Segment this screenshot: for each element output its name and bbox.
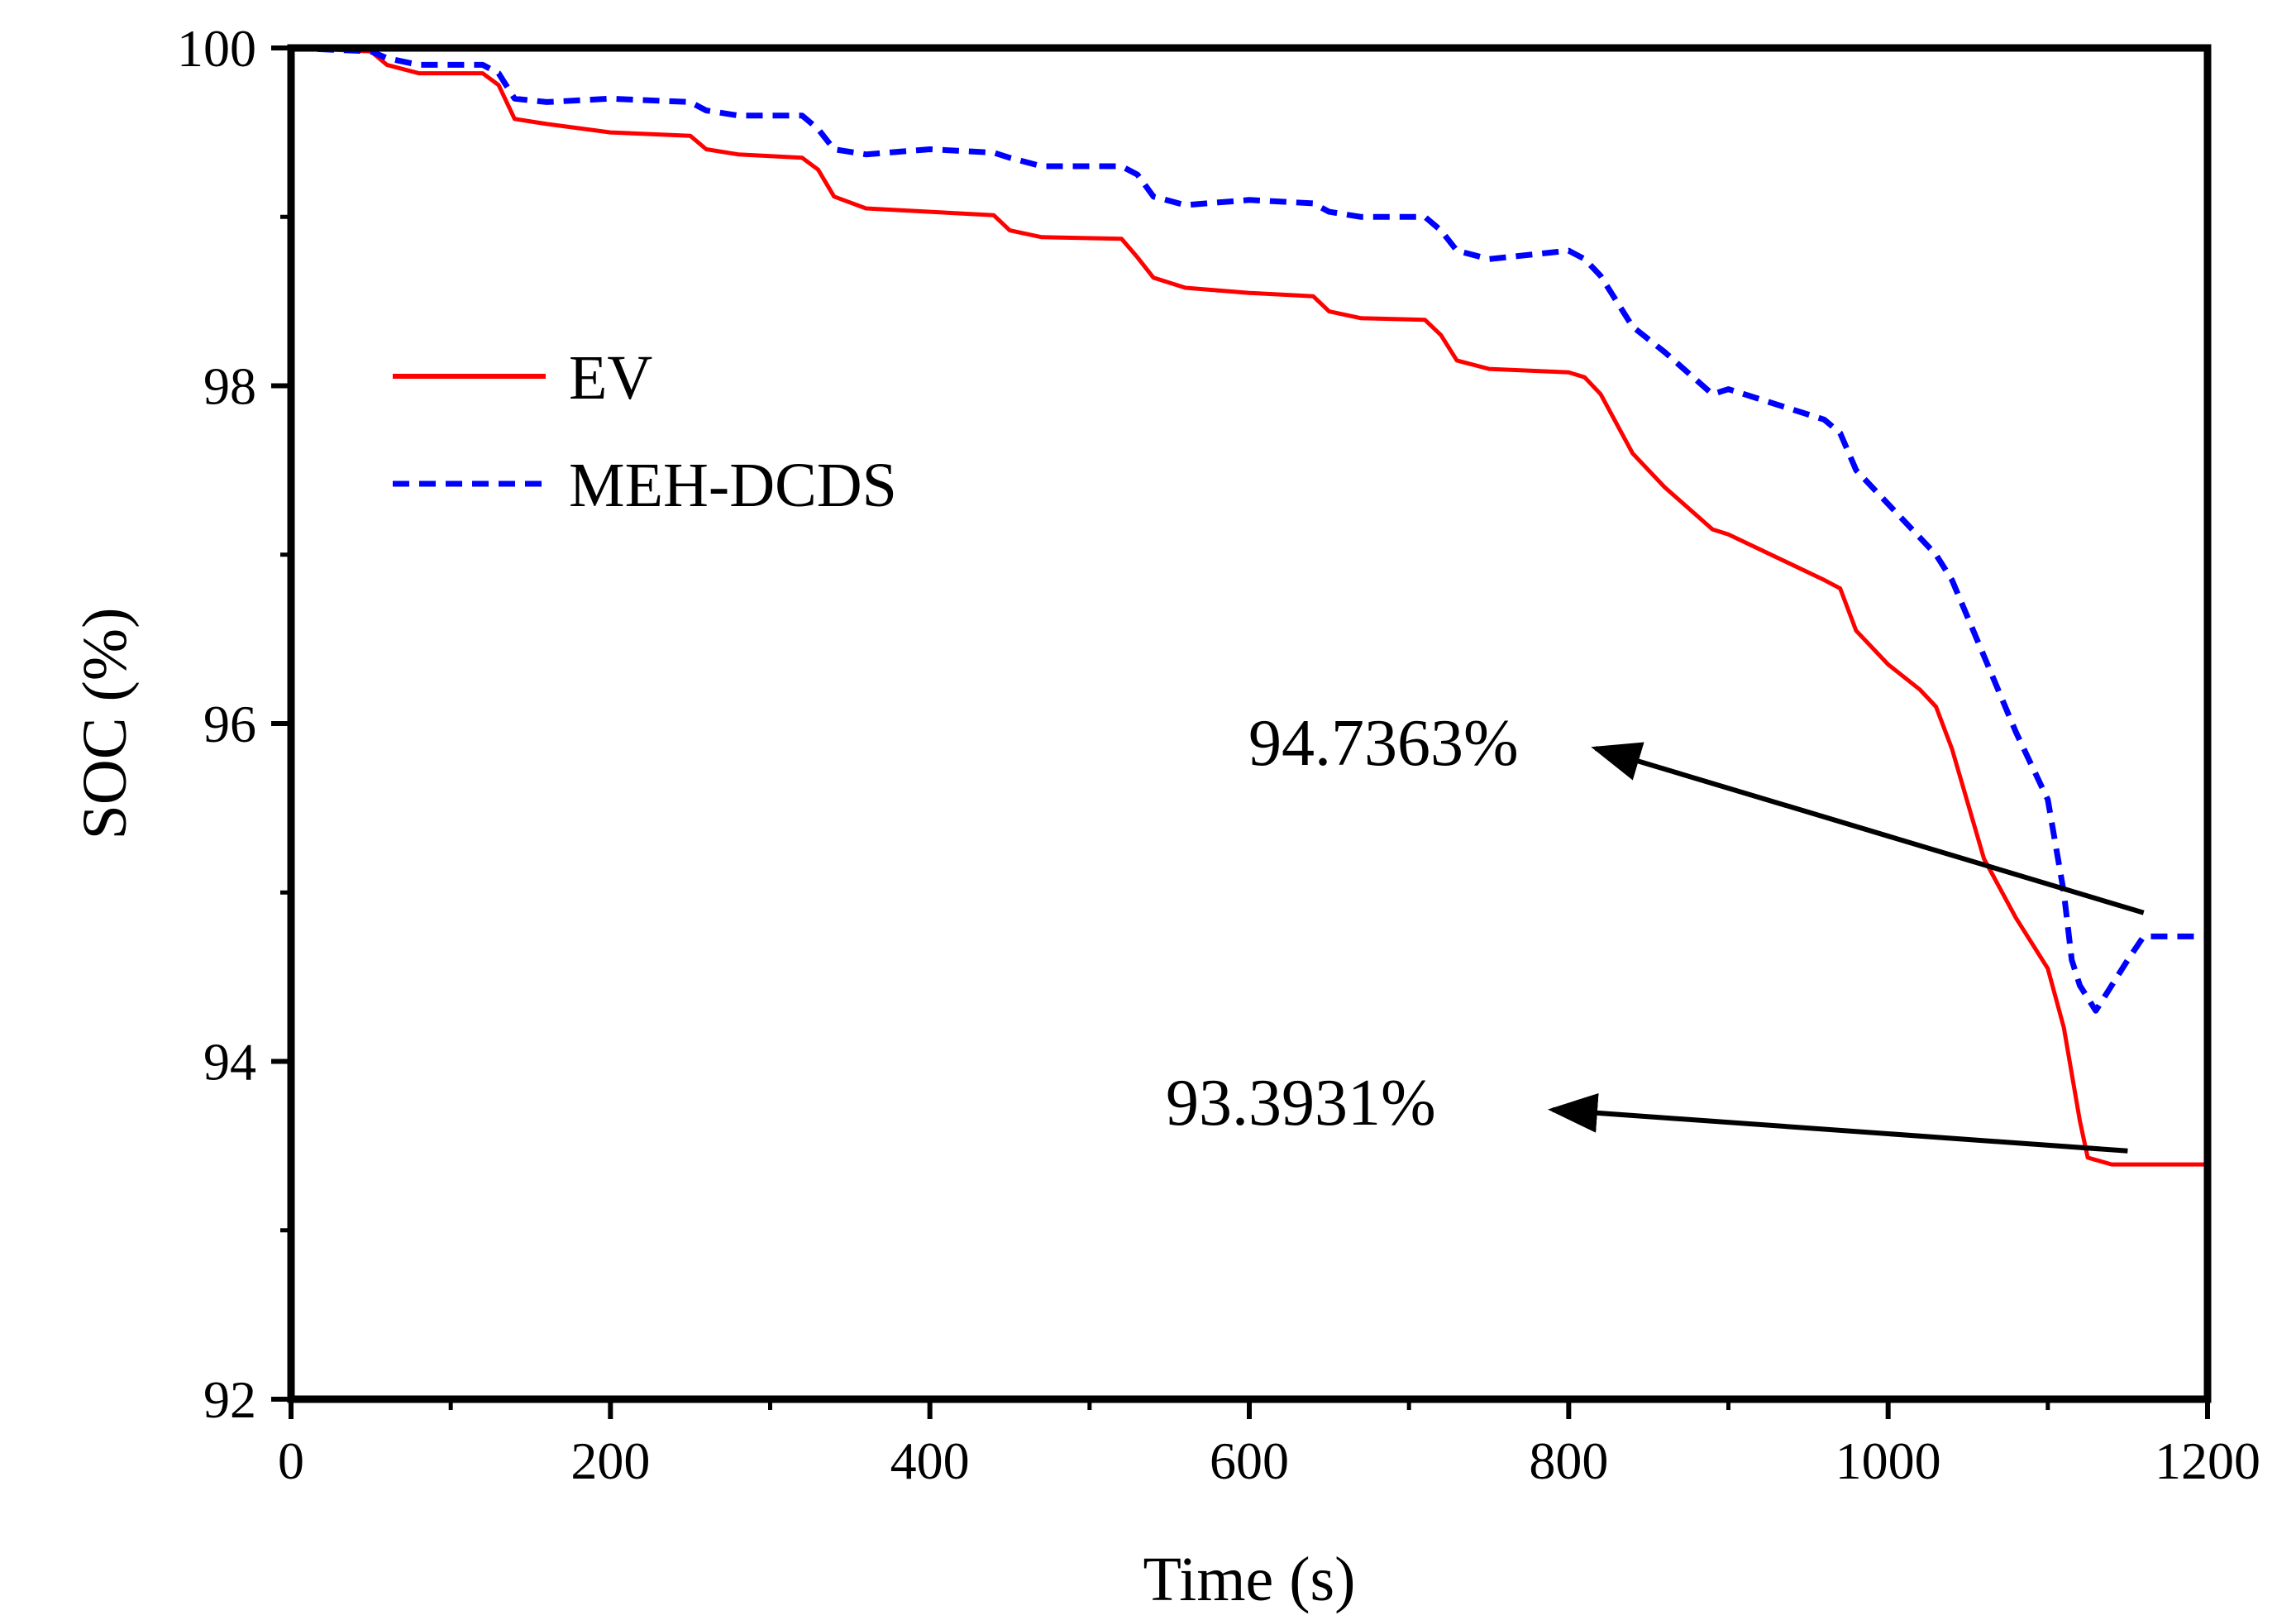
y-tick-label: 100 bbox=[177, 19, 256, 78]
annotation-arrow-ev bbox=[1548, 1092, 2128, 1154]
annotation-label-ev: 93.3931% bbox=[1166, 1067, 1436, 1140]
y-tick-labels: 92 94 96 98 100 bbox=[177, 19, 256, 1429]
annotation-label-meh-dcds: 94.7363% bbox=[1248, 707, 1519, 780]
y-tick-label: 98 bbox=[203, 357, 256, 416]
x-tick-label: 800 bbox=[1529, 1431, 1608, 1490]
x-tick-label: 600 bbox=[1210, 1431, 1289, 1490]
legend-label-ev: EV bbox=[569, 343, 652, 413]
y-tick-label: 94 bbox=[203, 1033, 256, 1092]
annotation-layer: 94.7363% 93.3931% bbox=[1166, 707, 2145, 1154]
x-tick-label: 1000 bbox=[1835, 1431, 1941, 1490]
y-tick-label: 96 bbox=[203, 695, 256, 753]
legend-label-meh-dcds: MEH-DCDS bbox=[569, 451, 897, 520]
x-tick-label: 200 bbox=[570, 1431, 650, 1490]
x-tick-label: 400 bbox=[890, 1431, 970, 1490]
tick-layer bbox=[271, 45, 2210, 1419]
x-tick-label: 1200 bbox=[2155, 1431, 2260, 1490]
series-line-meh-dcds bbox=[290, 45, 2208, 1014]
series-line-ev bbox=[290, 45, 2208, 1167]
series-layer bbox=[290, 45, 2208, 1167]
legend: EV MEH-DCDS bbox=[393, 343, 897, 520]
x-axis-title: Time (s) bbox=[1143, 1545, 1356, 1614]
x-tick-label: 0 bbox=[278, 1431, 304, 1490]
y-tick-label: 92 bbox=[203, 1370, 256, 1429]
annotation-arrow-meh-dcds bbox=[1591, 742, 2145, 915]
y-axis-title: SOC (%) bbox=[70, 608, 140, 840]
x-tick-labels: 0 200 400 600 800 1000 1200 bbox=[278, 1431, 2260, 1490]
